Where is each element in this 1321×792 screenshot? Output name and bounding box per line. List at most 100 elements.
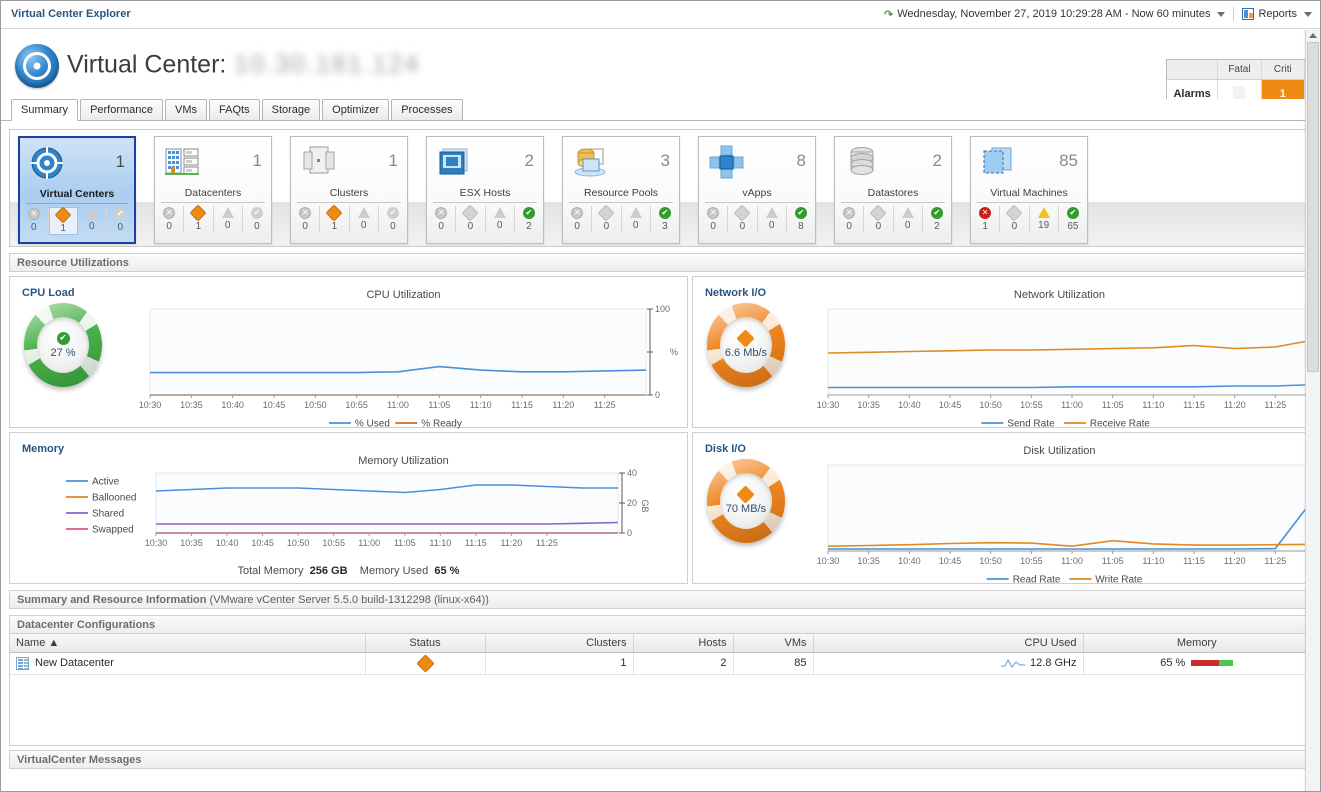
vertical-scrollbar[interactable] [1305, 30, 1320, 791]
inventory-tile-label: ESX Hosts [433, 187, 537, 203]
inventory-stat-normal[interactable]: 0 [379, 206, 407, 232]
critical-icon [54, 206, 72, 224]
col-header-status[interactable]: Status [365, 634, 486, 653]
tab-faqts[interactable]: FAQts [209, 99, 260, 120]
network-utilization-chart[interactable]: 10:30 10:35 10:40 10:45 10:50 10:55 11:00 11:05… [817, 305, 1318, 430]
svg-text:10:40: 10:40 [221, 400, 244, 410]
table-row[interactable]: New Datacenter 1 2 85 12.8 [10, 652, 1311, 675]
inventory-stat-fatal[interactable]: 1 [971, 206, 1001, 232]
scroll-up-arrow-icon[interactable] [1309, 33, 1317, 38]
inventory-stat-unknown[interactable]: 0 [563, 206, 593, 232]
time-range-selector[interactable]: ↷ Wednesday, November 27, 2019 10:29:28 … [884, 8, 1226, 21]
col-header-vms[interactable]: VMs [733, 634, 814, 653]
inventory-stat-unknown[interactable]: 0 [699, 206, 729, 232]
inventory-stat-critical[interactable]: 0 [1000, 204, 1030, 232]
col-header-clusters[interactable]: Clusters [485, 634, 634, 653]
cluster-icon [301, 145, 337, 179]
inventory-stat-warning[interactable]: 0 [486, 206, 515, 232]
refresh-icon[interactable]: ↷ [883, 8, 894, 21]
svg-text:10:55: 10:55 [1020, 400, 1043, 410]
inventory-tile-datastores[interactable]: 2 Datastores 0 0 0 2 [834, 136, 952, 244]
inventory-stat-warning[interactable]: 0 [622, 206, 651, 232]
inventory-stat-normal[interactable]: 8 [787, 206, 815, 232]
inventory-tile-vapps[interactable]: 8 vApps 0 0 0 8 [698, 136, 816, 244]
tab-storage[interactable]: Storage [261, 99, 321, 120]
svg-text:11:15: 11:15 [511, 400, 533, 410]
svg-text:10:35: 10:35 [857, 556, 880, 566]
fatal-icon [979, 207, 992, 219]
svg-text:11:00: 11:00 [358, 538, 380, 548]
inventory-stat-critical[interactable]: 1 [48, 206, 78, 235]
chevron-down-icon[interactable] [1304, 11, 1312, 17]
inventory-stat-critical[interactable]: 1 [184, 204, 214, 232]
inventory-stat-unknown[interactable]: 0 [20, 207, 49, 235]
col-header-hosts[interactable]: Hosts [633, 634, 734, 653]
reports-menu[interactable]: Reports [1242, 8, 1312, 20]
inventory-stat-warning[interactable]: 0 [894, 206, 923, 232]
tab-performance[interactable]: Performance [80, 99, 164, 120]
memory-utilization-chart[interactable]: 10:30 10:35 10:40 10:45 10:50 10:55 11:00 11:05… [28, 468, 678, 555]
inventory-stat-warning[interactable]: 19 [1030, 206, 1059, 232]
inventory-stat-unknown[interactable]: 0 [291, 206, 321, 232]
svg-text:11:25: 11:25 [1264, 400, 1286, 410]
inventory-tile-top: 8 [699, 137, 815, 187]
svg-text:Write Rate: Write Rate [1095, 575, 1142, 586]
inventory-stat-normal[interactable]: 0 [107, 207, 135, 235]
inventory-tile-clusters[interactable]: 1 Clusters 0 1 0 0 [290, 136, 408, 244]
tab-vms[interactable]: VMs [165, 99, 208, 120]
svg-text:Read Rate: Read Rate [1013, 575, 1061, 586]
inventory-stat-critical[interactable]: 0 [864, 204, 894, 232]
inventory-stat-normal[interactable]: 2 [515, 206, 543, 232]
inventory-stat-warning[interactable]: 0 [350, 206, 379, 232]
inventory-stat-critical[interactable]: 0 [728, 204, 758, 232]
scrollbar-thumb[interactable] [1307, 42, 1319, 372]
memory-panel-title: Memory [22, 443, 65, 455]
inventory-stat-value: 0 [710, 221, 716, 232]
inventory-stat-critical[interactable]: 0 [456, 204, 486, 232]
section-virtualcenter-messages: VirtualCenter Messages [9, 750, 1312, 769]
svg-text:10:45: 10:45 [939, 556, 962, 566]
cpu-load-gauge[interactable]: 27 % [24, 303, 102, 391]
tab-summary[interactable]: Summary [11, 99, 79, 121]
warning-icon [629, 207, 642, 218]
inventory-stat-warning[interactable]: 0 [78, 207, 107, 235]
inventory-stat-critical[interactable]: 1 [320, 204, 350, 232]
inventory-tile-esx-hosts[interactable]: 2 ESX Hosts 0 0 0 2 [426, 136, 544, 244]
memory-panel: Memory Memory Utilization 10:30 10:35 10:4… [9, 432, 688, 584]
normal-icon [250, 207, 263, 219]
inventory-stat-critical[interactable]: 0 [592, 204, 622, 232]
cpu-utilization-chart[interactable]: 10:30 10:35 10:40 10:45 10:50 10:55 11:00 11:05… [139, 304, 688, 430]
disk-utilization-chart[interactable]: 10:30 10:35 10:40 10:45 10:50 10:55 11:00 11:05… [817, 461, 1318, 586]
svg-text:0: 0 [627, 528, 632, 538]
inventory-stat-unknown[interactable]: 0 [155, 206, 185, 232]
memory-footer: Total Memory 256 GB Memory Used 65 % [10, 565, 687, 577]
inventory-stat-normal[interactable]: 65 [1059, 206, 1087, 232]
inventory-stat-warning[interactable]: 0 [758, 206, 787, 232]
svg-text:10:40: 10:40 [216, 538, 239, 548]
inventory-stat-normal[interactable]: 3 [651, 206, 679, 232]
cell-status [365, 652, 486, 675]
disk-io-gauge[interactable]: 70 MB/s [706, 459, 785, 547]
col-header-cpu-used[interactable]: CPU Used [813, 634, 1084, 653]
svg-text:GB: GB [640, 499, 650, 512]
inventory-tile-datacenters[interactable]: 1 Datacenters 0 1 0 0 [154, 136, 272, 244]
time-range-label: Wednesday, November 27, 2019 10:29:28 AM… [897, 8, 1211, 20]
network-io-gauge[interactable]: 6.6 Mb/s [706, 303, 785, 391]
inventory-stat-normal[interactable]: 0 [243, 206, 271, 232]
tab-processes[interactable]: Processes [391, 99, 463, 120]
col-header-memory[interactable]: Memory [1083, 634, 1311, 653]
inventory-stat-unknown[interactable]: 0 [835, 206, 865, 232]
inventory-tile-virtual-centers[interactable]: 1 Virtual Centers 0 1 0 0 [18, 136, 136, 244]
inventory-tiles: 1 Virtual Centers 0 1 0 0 1 Datacenters 0 1 0 0 1 Clu… [10, 130, 1311, 244]
col-header-name[interactable]: Name ▲ [10, 634, 366, 653]
inventory-stat-unknown[interactable]: 0 [427, 206, 457, 232]
inventory-stat-normal[interactable]: 2 [923, 206, 951, 232]
inventory-tile-virtual-machines[interactable]: 85 Virtual Machines 1 0 19 65 [970, 136, 1088, 244]
chevron-down-icon[interactable] [1217, 11, 1226, 17]
tab-optimizer[interactable]: Optimizer [322, 99, 390, 120]
inventory-tile-stats: 0 0 0 3 [563, 204, 679, 232]
inventory-stat-value: 0 [904, 220, 911, 231]
network-panel-title: Network I/O [704, 287, 767, 299]
inventory-tile-resource-pools[interactable]: 3 Resource Pools 0 0 0 3 [562, 136, 680, 244]
inventory-stat-warning[interactable]: 0 [214, 206, 243, 232]
